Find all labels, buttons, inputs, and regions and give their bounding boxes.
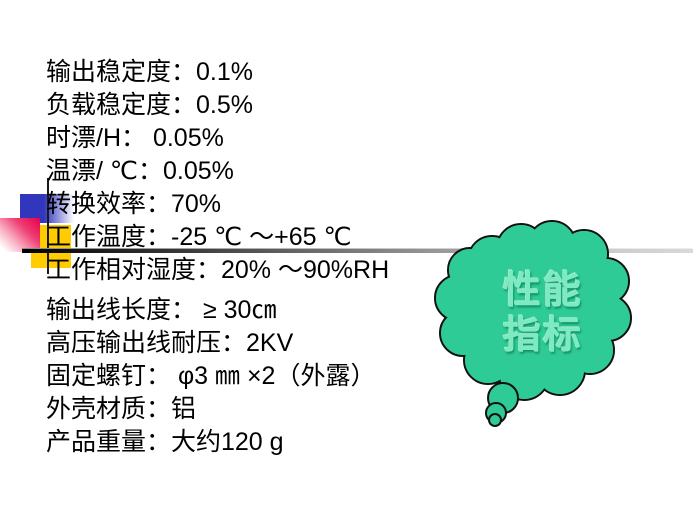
spec-line: 温漂/ ℃：0.05%: [46, 157, 234, 185]
decor-vertical-line: [47, 178, 49, 274]
spec-line: 时漂/H： 0.05%: [46, 124, 224, 152]
callout-label-line2: 指标: [502, 315, 583, 357]
spec-line: 工作相对湿度：20% ～90%RH: [46, 256, 390, 284]
spec-line: 外壳材质：铝: [46, 395, 197, 423]
callout-label-line1: 性能: [502, 270, 583, 312]
cloud-callout-shape: [425, 213, 637, 433]
callout-label: 性能 指标: [478, 269, 608, 359]
decor-red-square: [0, 218, 40, 252]
spec-line: 输出稳定度：0.1%: [46, 58, 253, 86]
spec-list-primary: 输出稳定度：0.1% 负载稳定度：0.5% 时漂/H： 0.05% 温漂/ ℃：…: [46, 56, 389, 287]
spec-line: 产品重量：大约120 g: [46, 428, 284, 456]
spec-line: 高压输出线耐压：2KV: [46, 329, 294, 357]
decor-horizontal-divider: [22, 248, 693, 253]
spec-line: 输出线长度： ≥ 30㎝: [46, 296, 277, 324]
spec-line: 转换效率：70%: [46, 190, 222, 218]
spec-line: 固定螺钉： φ3 ㎜ ×2（外露）: [46, 362, 376, 390]
spec-line: 负载稳定度：0.5%: [46, 91, 253, 119]
cloud-icon: [434, 220, 632, 427]
spec-line: 工作温度：-25 ℃ ～+65 ℃: [46, 223, 352, 251]
spec-list-secondary: 输出线长度： ≥ 30㎝ 高压输出线耐压：2KV 固定螺钉： φ3 ㎜ ×2（外…: [46, 294, 375, 459]
